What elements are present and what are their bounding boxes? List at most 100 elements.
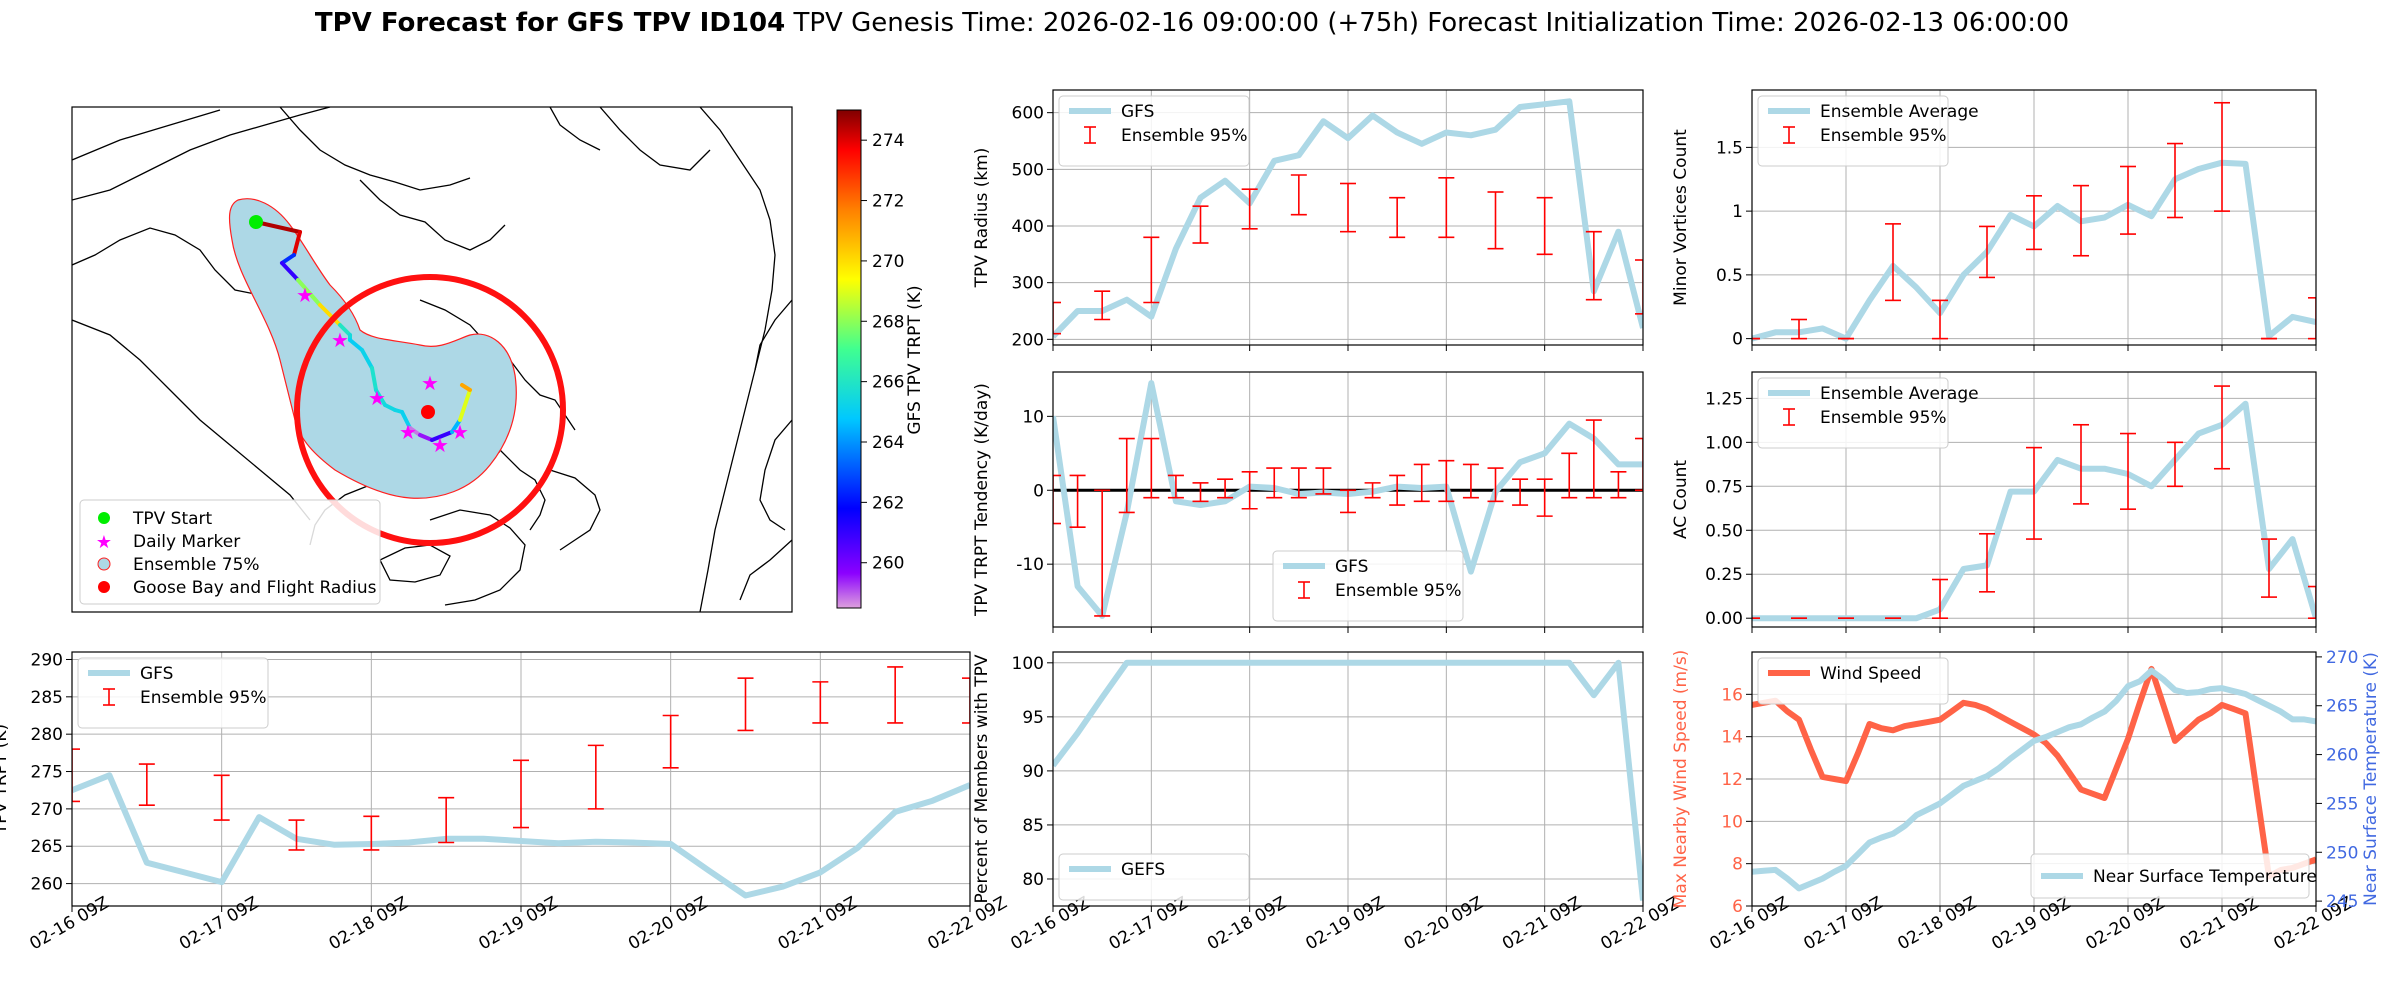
error-bar [1143,236,1160,304]
y-tick-label: 85 [1022,816,1044,836]
map-legend-box [79,499,381,605]
daily-marker: ★ [368,386,386,410]
y-tick-label: 0.75 [1705,477,1743,497]
legend-label: Near Surface Temperature [2093,867,2317,887]
x-tick-label: 02-21 09Z [775,893,861,954]
error-bar [1340,182,1356,233]
error-bar [1561,452,1578,499]
colorbar-tick-label: 270 [872,252,904,272]
error-bar [1053,301,1061,335]
legend-box [1058,853,1250,901]
track-segment [450,418,462,434]
plot-area [1752,101,2316,342]
plot-area [72,666,970,899]
error-bar [2073,184,2089,257]
x-tick-label: 02-17 09Z [1800,893,1886,954]
legend-box [1757,657,1949,705]
error-bar [213,774,230,821]
error-bar [2026,446,2042,540]
tpv-track [254,220,472,442]
error-bar [2073,423,2089,505]
error-bar [363,815,380,851]
colorbar-label: GFS TPV TRPT (K) [905,285,925,434]
map-canvas: ★★★★★★★ TPV Start ★ Daily Marker Ensembl… [72,107,792,612]
y-tick-label: 10 [1022,407,1044,427]
title-bold: TPV Forecast for GFS TPV ID104 [315,8,785,38]
minor-vortices-panel: 0 0.5 1 1.5 Minor Vortices Count Ensemble Ave… [1671,89,2317,351]
axes-frame [1751,651,2317,907]
error-bar [1585,230,1602,301]
error-bar [2308,297,2316,340]
track-segment [374,388,387,407]
series-line-wind-speed [1752,665,2316,880]
y-tick-label: 1.00 [1705,433,1743,453]
x-tick-label: 02-18 09Z [1894,893,1980,954]
y-right-tick-label: 270 [2326,648,2358,668]
y-tick-label: 1 [1732,202,1743,222]
title-spacer [785,8,793,38]
y-tick-label: 6 [1732,897,1743,917]
legend-label: Ensemble 95% [1820,408,1947,428]
y-tick-label: 16 [1721,685,1743,705]
axes-frame [1751,89,2317,346]
legend-ensemble-label: Ensemble 75% [133,555,260,575]
x-tick-label: 02-18 09Z [326,893,412,954]
y-tick-label: 290 [31,650,63,670]
radius-panel: 200 300 400 500 600 TPV Radius (km) GFS Ensembl… [972,89,1644,351]
legend-label: GFS [1335,557,1368,577]
y-axis-label: TPV Radius (km) [972,148,992,289]
error-bar [1585,419,1602,499]
legend-goosebay-icon [98,581,110,593]
error-bar [288,819,305,851]
plot-area [1053,380,1643,619]
y-tick-label: 80 [1022,870,1044,890]
legend-label: GFS [1121,102,1154,122]
legend-start-icon [98,512,110,524]
error-bar [1536,478,1553,517]
y-tick-label: 12 [1721,770,1743,790]
x-tick-label: 02-16 09Z [1007,893,1093,954]
y-tick-label: 0.00 [1705,609,1743,629]
y-tick-label: 260 [31,875,63,895]
track-segment [296,278,322,307]
track-segment [280,261,300,282]
x-tick-label: 02-22 09Z [924,893,1010,954]
y-tick-label: 500 [1012,160,1044,180]
x-tick-label: 02-20 09Z [1401,893,1487,954]
y-tick-label: 275 [31,763,63,783]
error-bar [1462,463,1479,499]
colorbar-tick-label: 266 [872,373,904,393]
figure-title: TPV Forecast for GFS TPV ID104 TPV Genes… [315,8,2069,38]
error-bar [1979,532,1995,593]
y-tick-label: 8 [1732,855,1743,875]
legend-label: Ensemble Average [1820,102,1979,122]
y-tick-label: 100 [1012,654,1044,674]
legend-start-label: TPV Start [132,509,213,529]
legend-label: Ensemble Average [1820,384,1979,404]
legend: Ensemble Average Ensemble 95% [1757,95,1979,167]
track-segment [292,230,302,257]
error-bar [962,677,970,724]
legend-label: Ensemble 95% [140,688,267,708]
series-line-near-surface-temperature [1752,667,2316,892]
error-bar [1438,459,1455,503]
ensemble-75-region [228,198,517,499]
y-tick-label: 0 [1732,330,1743,350]
error-bar [1512,478,1529,506]
legend-daily-icon: ★ [96,532,112,553]
error-bar [2120,165,2136,235]
error-bar [662,714,679,769]
track-segment [430,430,454,442]
legend: GFS Ensemble 95% [1272,550,1464,622]
error-bar [438,796,455,844]
daily-marker: ★ [399,420,417,444]
error-bar [1241,188,1258,230]
x-tick-label: 02-21 09Z [2176,893,2262,954]
legend: Wind Speed [1757,657,1949,705]
x-tick-label: 02-21 09Z [1499,893,1585,954]
y-axis-label: Percent of Members with TPV [972,654,992,903]
track-segment [280,253,296,265]
x-tick-label: 02-16 09Z [1706,893,1792,954]
error-bar [587,744,604,810]
error-bar [72,748,80,803]
